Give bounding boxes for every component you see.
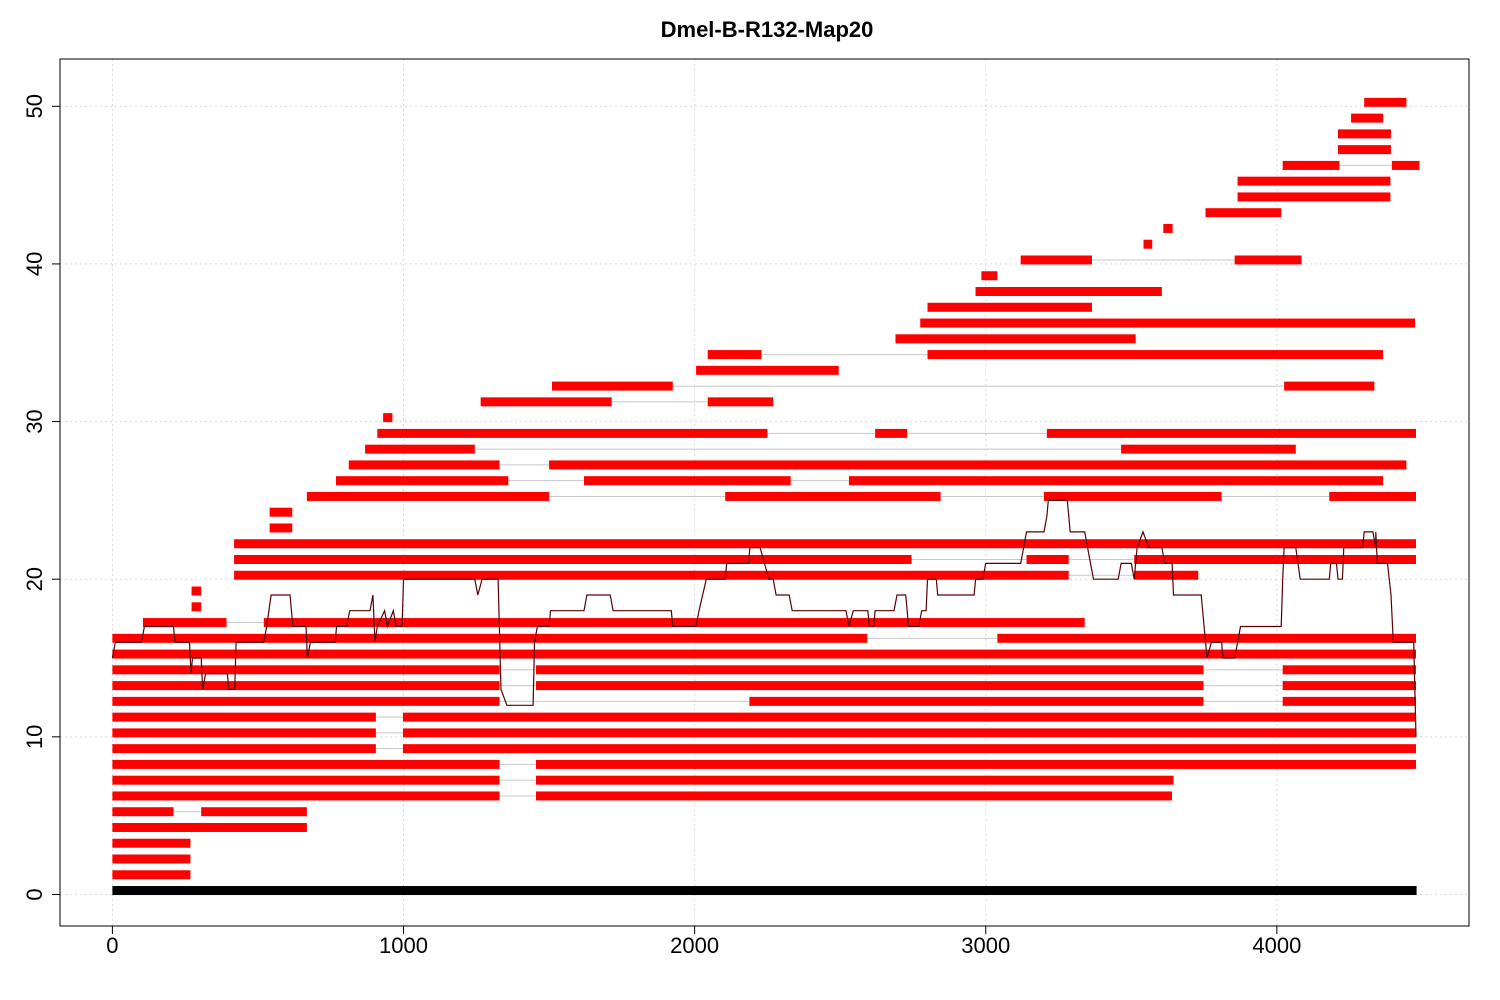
segment-bar [112,665,500,675]
segment-bar [306,491,550,501]
segment-bar [584,476,791,486]
plot-area: 0 1000 2000 3000 4000 0 10 20 30 40 50 [22,58,1470,958]
segment-bar [112,633,868,643]
segment-bar [112,744,376,754]
segment-bar [1163,223,1173,233]
segment-bar [269,507,293,517]
segment-bar [112,696,500,706]
segment-bar [927,302,1093,312]
x-tick-label: 3000 [961,933,1010,958]
segment-bar [1337,145,1391,155]
segment-bar [1282,696,1417,706]
segment-bar [112,791,500,801]
segment-bar [848,476,1384,486]
y-tick-label: 20 [22,567,47,591]
segment-bar [1351,113,1384,123]
segment-bar [1205,208,1282,218]
segment-bar [535,759,1417,769]
segment-bar [234,570,1069,580]
segment-bar [365,444,475,454]
segment-bar [981,271,998,281]
segment-bar [1237,176,1391,186]
segment-bar [480,397,612,407]
segment-bar [112,728,376,738]
x-tick-label: 2000 [670,933,719,958]
segment-bar [725,491,941,501]
segment-bar [234,554,912,564]
segment-bar [112,822,307,832]
segment-bar [112,838,191,848]
segment-bar [335,476,509,486]
segment-bar [696,365,839,375]
segment-bar [535,775,1174,785]
segment-bar [1364,97,1407,107]
segment-bar [707,397,774,407]
y-tick-label: 10 [22,725,47,749]
segment-bar [1143,239,1153,249]
segment-bar [402,744,1417,754]
segment-bar [1043,491,1222,501]
y-tick-label: 30 [22,409,47,433]
segment-bar [191,602,202,612]
segment-bar [535,665,1204,675]
segment-bar [142,618,227,628]
segment-bar [112,870,191,880]
segment-bar [112,681,500,691]
segment-bar [234,539,1417,549]
segment-bar [1134,554,1417,564]
segment-bar [348,460,500,470]
segment-bar [1282,160,1340,170]
segment-bar [1391,160,1420,170]
reference-bar [112,886,1417,896]
segment-bar [920,318,1416,328]
segment-bar [1329,491,1417,501]
segment-bar [535,791,1173,801]
y-tick-label: 0 [22,888,47,900]
segment-bar [402,728,1417,738]
segment-bar [112,854,191,864]
segment-bar [707,350,762,360]
segment-bar [1046,428,1417,438]
segment-bar [112,807,174,817]
segment-bar [1282,665,1417,675]
y-tick-label: 40 [22,252,47,276]
x-tick-label: 4000 [1252,933,1301,958]
segment-bar [535,681,1204,691]
segment-bar [191,586,202,596]
coverage-line [111,499,1417,737]
segment-bar [1337,129,1391,139]
segment-bar [112,649,1417,659]
segment-bar [1234,255,1302,265]
chart-title: Dmel-B-R132-Map20 [661,17,874,42]
segment-bar [112,712,376,722]
segment-bar [975,287,1162,297]
segment-bar [749,696,1204,706]
segment-bar [895,334,1136,344]
segment-bar [1237,192,1391,202]
segment-bar [997,633,1417,643]
segment-bar [875,428,908,438]
segment-bar [551,381,673,391]
segment-bar [201,807,307,817]
segment-bar [1026,554,1069,564]
segment-bar [383,413,393,423]
segment-bar [549,460,1407,470]
segment-bar [1282,681,1417,691]
segment-bar [1284,381,1375,391]
segment-bar [927,350,1384,360]
segment-bar [269,523,293,533]
segment-bar [1134,570,1199,580]
segment-bar [112,775,500,785]
segment-bar [263,618,1085,628]
segment-bar [112,759,500,769]
x-tick-label: 1000 [379,933,428,958]
segment-bar [1121,444,1296,454]
segment-bar [402,712,1417,722]
segment-bar [377,428,768,438]
x-tick-label: 0 [106,933,118,958]
y-tick-label: 50 [22,94,47,118]
segment-bar [1020,255,1093,265]
